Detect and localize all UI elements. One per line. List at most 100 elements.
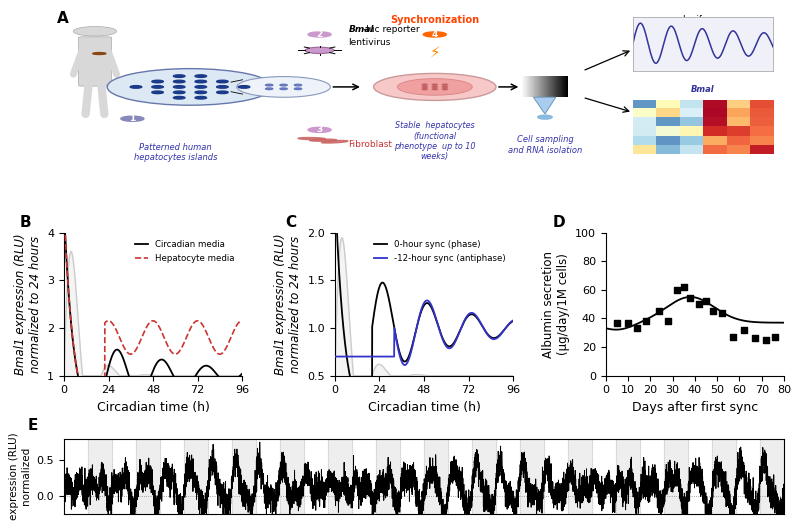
Point [738,325,750,334]
Point [662,317,674,325]
Bar [568,439,592,514]
Circle shape [374,74,496,101]
Circle shape [432,84,438,85]
Circle shape [195,75,206,77]
Text: Synchronization: Synchronization [390,15,479,25]
Circle shape [422,84,427,85]
Circle shape [217,80,228,83]
Text: 3: 3 [317,126,322,134]
X-axis label: Circadian time (h): Circadian time (h) [97,401,210,414]
Circle shape [423,32,446,37]
Text: E: E [28,418,38,432]
Circle shape [174,86,185,88]
Circle shape [266,84,273,86]
Circle shape [432,89,438,90]
Text: -luc reporter: -luc reporter [363,25,419,34]
Circle shape [237,77,330,98]
Bar [424,439,448,514]
Circle shape [266,88,273,90]
Circle shape [306,47,334,54]
Text: Bmal: Bmal [349,25,374,34]
Circle shape [195,86,206,88]
Bar [472,439,496,514]
Point [700,297,713,305]
Circle shape [442,86,447,87]
FancyBboxPatch shape [78,37,111,86]
Circle shape [152,80,163,83]
Text: Cell sampling
and RNA isolation: Cell sampling and RNA isolation [508,136,582,155]
Point [693,300,706,308]
Text: C: C [285,215,296,229]
Circle shape [152,91,163,94]
Text: A: A [57,11,69,25]
Text: Stable  hepatocytes
(functional
phenotype  up to 10
weeks): Stable hepatocytes (functional phenotype… [394,121,475,161]
Bar [232,439,256,514]
Bar [328,439,352,514]
Point [684,294,697,303]
Point [769,333,782,341]
Point [749,334,762,343]
Circle shape [398,78,472,95]
Bar [760,439,784,514]
Circle shape [442,89,447,90]
Circle shape [74,26,117,36]
Circle shape [174,91,185,94]
Bar [280,439,304,514]
Point [678,282,690,291]
Circle shape [422,86,427,87]
Circle shape [174,75,185,77]
Circle shape [422,89,427,90]
Ellipse shape [322,140,348,143]
Circle shape [280,88,287,90]
Text: Luciferase
imaging: Luciferase imaging [682,15,725,34]
Y-axis label: Albumin secretion
(μg/day/1M cells): Albumin secretion (μg/day/1M cells) [542,251,570,358]
Y-axis label: Bmal1 expression (RLU)
normalized to 24 hours: Bmal1 expression (RLU) normalized to 24 … [14,233,42,375]
Ellipse shape [298,137,326,140]
Point [670,286,683,294]
Circle shape [432,86,438,87]
Bar [712,439,736,514]
Bar [136,439,160,514]
Text: lentivirus: lentivirus [349,38,390,47]
Legend: Circadian media, Hepatocyte media: Circadian media, Hepatocyte media [132,237,238,266]
Circle shape [174,80,185,83]
Point [706,307,719,315]
Text: 1: 1 [130,114,135,123]
Circle shape [308,127,331,132]
Circle shape [195,80,206,83]
Bar [664,439,688,514]
Circle shape [195,91,206,94]
Polygon shape [534,98,556,114]
Point [639,317,652,325]
Circle shape [195,96,206,99]
X-axis label: Days after first sync: Days after first sync [632,401,758,414]
Ellipse shape [310,139,337,142]
Circle shape [442,84,447,85]
Point [630,324,643,333]
Point [622,319,634,327]
Circle shape [238,86,250,88]
Point [610,319,623,327]
Circle shape [130,86,142,88]
Text: D: D [552,215,565,229]
Circle shape [308,32,331,37]
Y-axis label: expression (RLU)
normalized: expression (RLU) normalized [10,432,31,520]
X-axis label: Circadian time (h): Circadian time (h) [367,401,481,414]
Bar [520,439,544,514]
Text: Patterned human
hepatocytes islands: Patterned human hepatocytes islands [134,143,218,162]
Point [715,308,728,317]
Bar [376,439,400,514]
Ellipse shape [538,115,552,119]
Bar [616,439,640,514]
Circle shape [152,86,163,88]
Circle shape [294,88,302,90]
Circle shape [280,84,287,86]
Circle shape [217,86,228,88]
Legend: 0-hour sync (phase), -12-hour sync (antiphase): 0-hour sync (phase), -12-hour sync (anti… [370,237,509,266]
Bar [184,439,208,514]
Circle shape [217,91,228,94]
Circle shape [107,68,273,105]
Text: 4: 4 [432,30,438,39]
Circle shape [174,96,185,99]
Text: 2: 2 [317,30,322,39]
